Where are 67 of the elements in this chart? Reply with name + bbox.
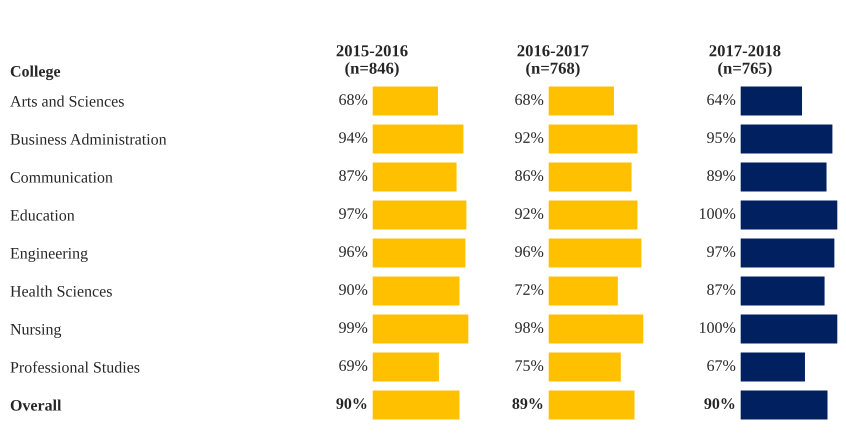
- data-label: 90%: [704, 398, 734, 410]
- y-tick-label: Nursing: [10, 324, 62, 338]
- bar: [740, 85, 804, 117]
- bar: [372, 85, 440, 117]
- data-label: 68%: [339, 94, 368, 106]
- data-label: 90%: [339, 284, 368, 296]
- bar: [740, 275, 826, 307]
- bar: [740, 237, 836, 269]
- data-label: 75%: [516, 360, 544, 372]
- bar: [548, 123, 639, 155]
- bar: [548, 389, 636, 421]
- bar: [740, 313, 838, 345]
- bar: [740, 351, 806, 383]
- chart-title: 2017-2018 (n=765): [709, 45, 780, 78]
- bar: [740, 161, 828, 193]
- y-axis-title: College: [10, 65, 60, 80]
- y-tick-label: Communication: [10, 172, 113, 183]
- data-label: 67%: [707, 360, 736, 372]
- bar: [372, 199, 468, 231]
- data-label: 98%: [515, 322, 544, 334]
- chart-title: 2015-2016 (n=846): [336, 45, 408, 78]
- bar: [740, 123, 834, 155]
- data-label: 87%: [339, 170, 368, 182]
- data-label: 96%: [339, 246, 368, 258]
- data-label: 94%: [339, 132, 368, 144]
- data-label: 95%: [707, 132, 736, 144]
- data-label: 96%: [515, 246, 544, 258]
- bar: [372, 161, 458, 193]
- data-label: 89%: [512, 398, 542, 410]
- data-label: 68%: [515, 94, 544, 106]
- data-label: 69%: [339, 360, 368, 372]
- bar: [548, 237, 643, 269]
- chart-title: 2016-2017 (n=768): [517, 45, 589, 78]
- y-tick-label: Business Administration: [10, 133, 166, 145]
- y-tick-label: Engineering: [10, 248, 88, 262]
- data-label: 86%: [515, 170, 544, 182]
- bar: [372, 275, 461, 307]
- bar: [372, 237, 467, 269]
- data-label: 100%: [700, 208, 736, 220]
- y-tick-label: Education: [10, 209, 75, 221]
- bar: [548, 199, 639, 231]
- bar: [548, 275, 620, 307]
- bar: [548, 161, 633, 193]
- data-label: 92%: [515, 132, 544, 144]
- data-label: 99%: [339, 322, 368, 334]
- data-label: 92%: [515, 208, 544, 220]
- y-tick-label: Health Sciences: [10, 285, 112, 297]
- bar: [372, 313, 470, 345]
- bar: [548, 351, 622, 383]
- bar: [372, 389, 461, 421]
- bar: [740, 199, 838, 231]
- bar: [372, 351, 440, 383]
- data-label: 87%: [707, 284, 736, 296]
- bar: [740, 389, 829, 421]
- bar: [372, 123, 465, 155]
- data-label: 64%: [707, 94, 736, 106]
- data-label: 72%: [516, 284, 544, 296]
- y-tick-label: Professional Studies: [10, 361, 140, 373]
- y-tick-label: Arts and Sciences: [10, 95, 124, 107]
- bar: [548, 313, 645, 345]
- data-label: 97%: [707, 246, 736, 258]
- y-tick-label: Overall: [10, 399, 62, 411]
- data-label: 90%: [336, 398, 366, 410]
- bar: [548, 85, 616, 117]
- data-label: 89%: [707, 170, 736, 182]
- data-label: 97%: [339, 208, 368, 220]
- data-label: 100%: [700, 322, 736, 334]
